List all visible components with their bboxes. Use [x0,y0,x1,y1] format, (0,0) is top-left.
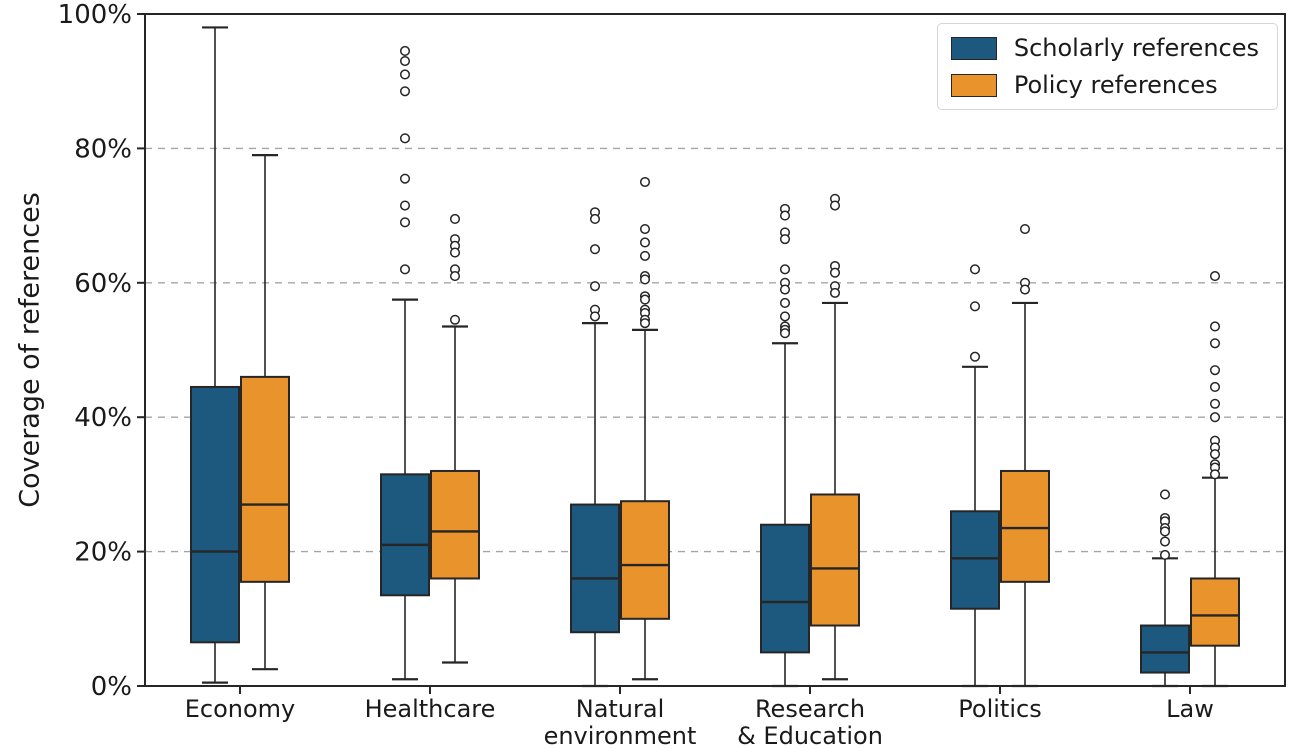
outlier-point [449,247,461,258]
outlier-point [639,274,651,285]
outlier-point [779,311,791,322]
outlier-point [779,264,791,275]
outlier-point [589,281,601,292]
x-tick-label: Healthcare [365,695,496,723]
outlier-point [779,297,791,309]
outlier-point [1209,271,1221,282]
outlier-point [779,210,791,221]
box [380,473,430,597]
outlier-point [779,234,791,245]
outlier-point [1209,381,1221,393]
x-tick-label: Law [1166,695,1214,723]
outlier-point [829,267,841,278]
outlier-point [399,200,411,211]
y-tick-label: 100% [58,0,132,30]
outlier-point [1209,398,1221,409]
outlier-point [399,217,411,228]
box [1190,577,1240,647]
box [190,385,240,644]
outlier-point [779,328,791,339]
outlier-point [449,271,461,282]
box [810,493,860,627]
x-tick-label: Natural environment [544,695,697,749]
outlier-point [449,213,461,225]
y-tick-label: 60% [74,269,132,299]
legend-swatch-policy-icon [950,73,997,97]
outlier-point [639,176,651,188]
outlier-point [1159,549,1171,561]
box [760,523,810,654]
y-tick-label: 20% [74,538,132,568]
outlier-point [969,301,981,312]
outlier-point [589,213,601,225]
outlier-point [639,294,651,305]
outlier-point [829,287,841,298]
x-tick-label: Economy [185,695,296,723]
outlier-point [969,351,981,362]
box [570,503,620,634]
outlier-point [1019,284,1031,295]
outlier-point [399,264,411,275]
outlier-point [399,45,411,57]
x-tick-label: Research & Education [737,695,883,749]
outlier-point [1209,365,1221,376]
y-tick-label: 0% [91,672,132,702]
outlier-point [1019,223,1031,235]
outlier-point [829,200,841,211]
legend-label: Scholarly references [1013,34,1259,62]
y-tick-label: 40% [74,403,132,433]
outlier-point [399,55,411,67]
box [950,510,1000,610]
legend-item-scholarly-references: Scholarly references [950,34,1259,62]
outlier-point [1209,321,1221,332]
outlier-point [449,314,461,325]
box [1140,624,1190,674]
outlier-point [779,284,791,295]
legend-label: Policy references [1013,71,1218,99]
outlier-point [399,133,411,144]
outlier-point [1209,412,1221,423]
x-tick-label: Politics [958,695,1041,723]
box [620,500,670,620]
legend: Scholarly references Policy references [936,23,1278,110]
outlier-point [639,223,651,235]
outlier-point [639,250,651,261]
outlier-point [639,318,651,329]
outlier-point [399,173,411,184]
outlier-point [969,264,981,275]
box [430,469,480,580]
y-axis-title: Coverage of references [14,192,46,508]
outlier-point [589,244,601,255]
box [1000,469,1050,583]
outlier-point [1159,489,1171,500]
outlier-point [1159,536,1171,547]
outlier-point [399,86,411,97]
legend-swatch-scholarly-icon [950,36,997,60]
plot-border [144,13,1286,687]
outlier-point [639,237,651,248]
outlier-point [589,311,601,322]
legend-item-policy-references: Policy references [950,71,1259,99]
outlier-point [399,69,411,80]
box [240,375,290,583]
outlier-point [1209,338,1221,349]
outlier-point [1209,469,1221,480]
y-tick-label: 80% [74,134,132,164]
outlier-point [1209,449,1221,460]
outlier-point [1159,526,1171,537]
